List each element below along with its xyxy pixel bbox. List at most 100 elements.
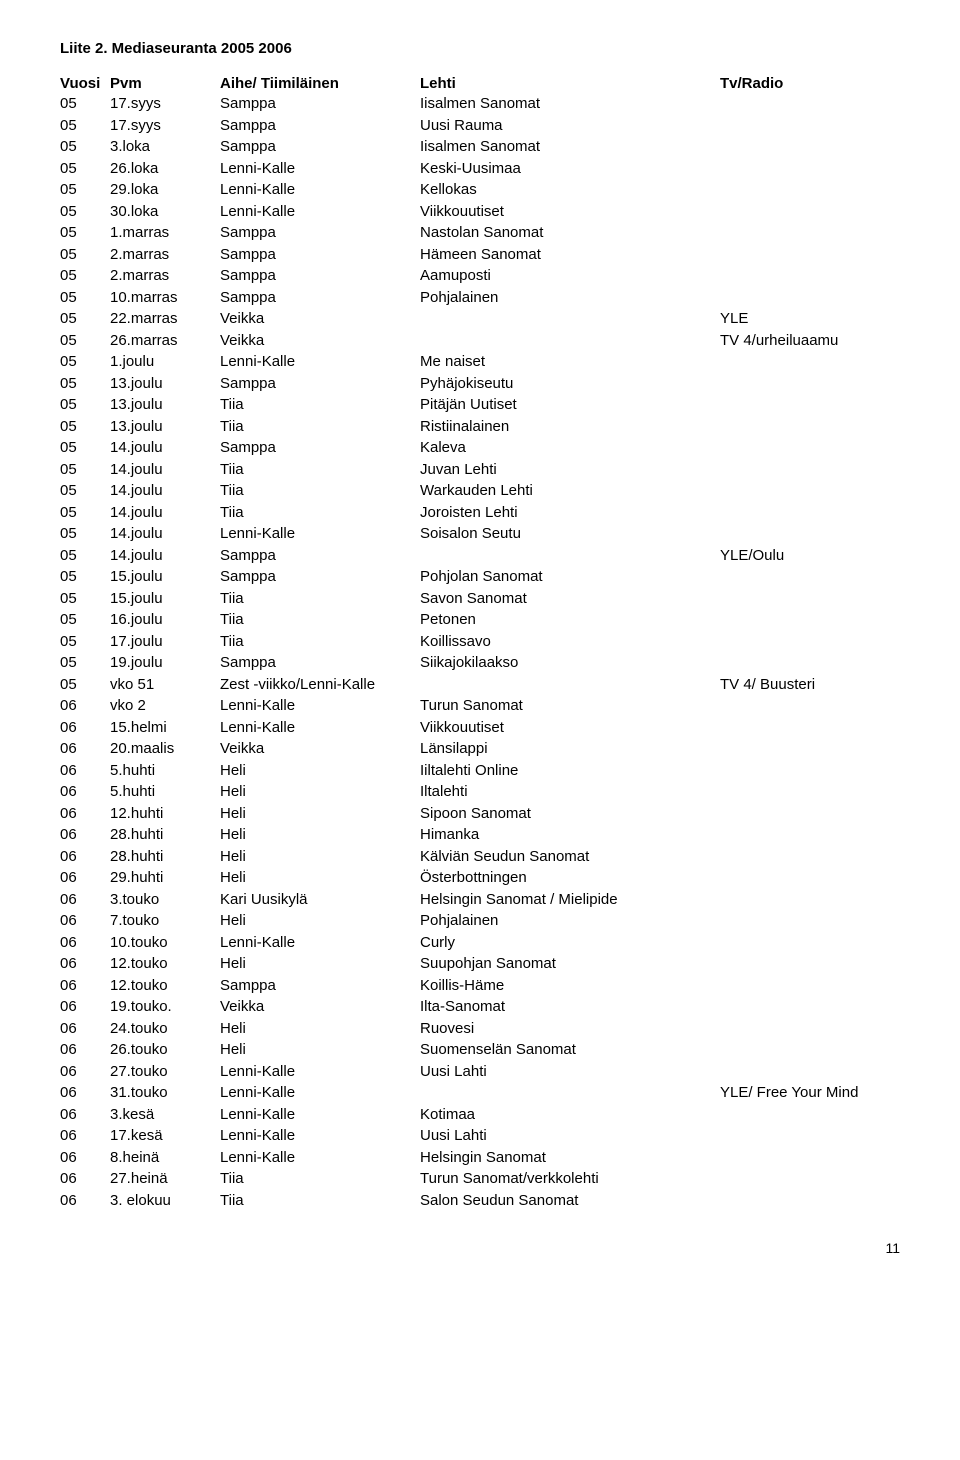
cell-pvm: 7.touko — [110, 911, 220, 931]
page-number: 11 — [60, 1240, 900, 1256]
table-row: 0519.jouluSamppaSiikajokilaakso — [60, 653, 900, 673]
cell-vuosi: 05 — [60, 438, 110, 458]
cell-aihe: Heli — [220, 825, 420, 845]
cell-aihe: Kari Uusikylä — [220, 890, 420, 910]
cell-tv — [720, 524, 900, 544]
table-row: 0517.syysSamppaUusi Rauma — [60, 116, 900, 136]
cell-tv: YLE — [720, 309, 900, 329]
cell-vuosi: 05 — [60, 589, 110, 609]
cell-aihe: Zest -viikko/Lenni-Kalle — [220, 675, 420, 695]
cell-tv — [720, 761, 900, 781]
cell-aihe: Tiia — [220, 1169, 420, 1189]
cell-tv — [720, 352, 900, 372]
cell-tv — [720, 503, 900, 523]
header-tv: Tv/Radio — [720, 75, 900, 92]
cell-vuosi: 06 — [60, 933, 110, 953]
cell-pvm: 29.loka — [110, 180, 220, 200]
cell-pvm: 14.joulu — [110, 524, 220, 544]
cell-vuosi: 05 — [60, 180, 110, 200]
cell-lehti: Siikajokilaakso — [420, 653, 720, 673]
table-row: 052.marrasSamppaHämeen Sanomat — [60, 245, 900, 265]
cell-pvm: 2.marras — [110, 266, 220, 286]
cell-aihe: Samppa — [220, 976, 420, 996]
cell-vuosi: 05 — [60, 374, 110, 394]
cell-vuosi: 06 — [60, 1105, 110, 1125]
cell-pvm: 13.joulu — [110, 417, 220, 437]
table-row: 051.marrasSamppaNastolan Sanomat — [60, 223, 900, 243]
cell-aihe: Lenni-Kalle — [220, 718, 420, 738]
cell-tv — [720, 1040, 900, 1060]
table-row: 0517.jouluTiiaKoillissavo — [60, 632, 900, 652]
table-row: 0619.touko.VeikkaIlta-Sanomat — [60, 997, 900, 1017]
table-row: 0514.jouluTiiaJuvan Lehti — [60, 460, 900, 480]
cell-aihe: Lenni-Kalle — [220, 1105, 420, 1125]
cell-tv — [720, 997, 900, 1017]
cell-lehti: Hämeen Sanomat — [420, 245, 720, 265]
table-row: 0522.marrasVeikkaYLE — [60, 309, 900, 329]
cell-lehti — [420, 331, 720, 351]
table-row: 0620.maalisVeikkaLänsilappi — [60, 739, 900, 759]
cell-aihe: Heli — [220, 847, 420, 867]
cell-pvm: 12.touko — [110, 954, 220, 974]
cell-pvm: 14.joulu — [110, 460, 220, 480]
cell-aihe: Lenni-Kalle — [220, 159, 420, 179]
cell-vuosi: 06 — [60, 1040, 110, 1060]
cell-tv — [720, 696, 900, 716]
cell-lehti: Iisalmen Sanomat — [420, 137, 720, 157]
table-row: 053.lokaSamppaIisalmen Sanomat — [60, 137, 900, 157]
table-row: 06vko 2Lenni-KalleTurun Sanomat — [60, 696, 900, 716]
table-row: 0628.huhtiHeliKälviän Seudun Sanomat — [60, 847, 900, 867]
cell-aihe: Heli — [220, 1040, 420, 1060]
cell-lehti: Himanka — [420, 825, 720, 845]
cell-pvm: 14.joulu — [110, 503, 220, 523]
cell-lehti: Pohjalainen — [420, 288, 720, 308]
cell-lehti: Ristiinalainen — [420, 417, 720, 437]
cell-tv — [720, 976, 900, 996]
cell-lehti: Suomenselän Sanomat — [420, 1040, 720, 1060]
table-header-row: Vuosi Pvm Aihe/ Tiimiläinen Lehti Tv/Rad… — [60, 75, 900, 92]
cell-tv — [720, 782, 900, 802]
cell-vuosi: 06 — [60, 825, 110, 845]
cell-aihe: Veikka — [220, 331, 420, 351]
table-row: 0516.jouluTiiaPetonen — [60, 610, 900, 630]
cell-lehti: Curly — [420, 933, 720, 953]
cell-vuosi: 06 — [60, 997, 110, 1017]
table-row: 052.marrasSamppaAamuposti — [60, 266, 900, 286]
cell-pvm: 16.joulu — [110, 610, 220, 630]
cell-aihe: Heli — [220, 761, 420, 781]
cell-aihe: Lenni-Kalle — [220, 202, 420, 222]
cell-vuosi: 05 — [60, 503, 110, 523]
cell-vuosi: 05 — [60, 653, 110, 673]
cell-pvm: 22.marras — [110, 309, 220, 329]
cell-pvm: 26.loka — [110, 159, 220, 179]
cell-aihe: Tiia — [220, 395, 420, 415]
cell-tv — [720, 180, 900, 200]
cell-lehti: Kellokas — [420, 180, 720, 200]
cell-vuosi: 06 — [60, 1148, 110, 1168]
table-row: 0610.toukoLenni-KalleCurly — [60, 933, 900, 953]
cell-pvm: 17.kesä — [110, 1126, 220, 1146]
table-row: 0514.jouluTiiaWarkauden Lehti — [60, 481, 900, 501]
cell-vuosi: 06 — [60, 847, 110, 867]
cell-vuosi: 05 — [60, 610, 110, 630]
cell-aihe: Veikka — [220, 309, 420, 329]
cell-aihe: Tiia — [220, 610, 420, 630]
cell-vuosi: 06 — [60, 804, 110, 824]
cell-vuosi: 06 — [60, 954, 110, 974]
cell-lehti: Pohjalainen — [420, 911, 720, 931]
table-row: 051.jouluLenni-KalleMe naiset — [60, 352, 900, 372]
cell-vuosi: 05 — [60, 331, 110, 351]
cell-tv: TV 4/urheiluaamu — [720, 331, 900, 351]
cell-pvm: 14.joulu — [110, 546, 220, 566]
cell-aihe: Samppa — [220, 438, 420, 458]
cell-tv: TV 4/ Buusteri — [720, 675, 900, 695]
cell-aihe: Samppa — [220, 374, 420, 394]
table-row: 0513.jouluSamppaPyhäjokiseutu — [60, 374, 900, 394]
table-row: 0529.lokaLenni-KalleKellokas — [60, 180, 900, 200]
cell-lehti: Warkauden Lehti — [420, 481, 720, 501]
cell-vuosi: 06 — [60, 1083, 110, 1103]
cell-aihe: Heli — [220, 782, 420, 802]
cell-aihe: Lenni-Kalle — [220, 180, 420, 200]
table-row: 0514.jouluTiiaJoroisten Lehti — [60, 503, 900, 523]
cell-aihe: Samppa — [220, 116, 420, 136]
